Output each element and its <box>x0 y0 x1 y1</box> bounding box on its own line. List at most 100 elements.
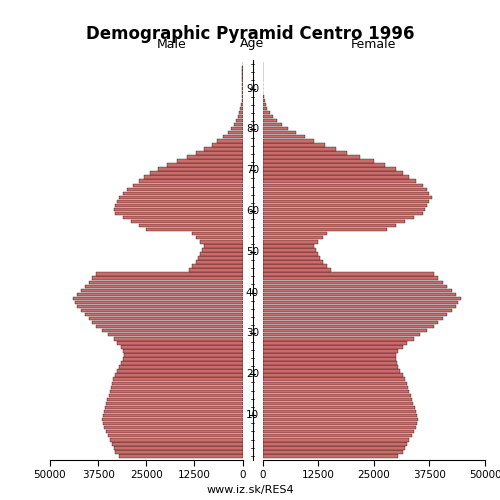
Bar <box>84 284 242 288</box>
Bar <box>262 414 418 418</box>
Text: 10: 10 <box>246 410 259 420</box>
Bar <box>138 224 242 228</box>
Bar <box>113 378 242 381</box>
Bar <box>77 292 242 296</box>
Bar <box>92 321 242 324</box>
Bar <box>262 434 412 438</box>
Bar <box>262 398 412 401</box>
Bar <box>262 232 327 235</box>
Bar <box>177 160 242 162</box>
Bar <box>116 212 242 216</box>
Bar <box>218 139 242 142</box>
Bar <box>262 188 427 191</box>
Bar <box>110 438 242 442</box>
Text: 50: 50 <box>246 247 259 257</box>
Bar <box>200 252 242 256</box>
Bar <box>262 313 447 316</box>
Bar <box>262 224 396 228</box>
Bar <box>262 296 460 300</box>
Bar <box>262 304 456 308</box>
Bar <box>262 300 458 304</box>
Bar <box>84 313 242 316</box>
Bar <box>262 325 434 328</box>
Bar <box>192 264 242 268</box>
Bar <box>262 280 442 284</box>
Bar <box>262 143 325 146</box>
Bar <box>192 232 242 235</box>
Bar <box>262 176 410 179</box>
Bar <box>121 345 242 348</box>
Bar <box>262 216 414 220</box>
Bar <box>262 147 336 150</box>
Bar <box>114 208 242 211</box>
Bar <box>196 236 242 240</box>
Bar <box>118 341 242 344</box>
Bar <box>262 160 374 162</box>
Bar <box>108 398 242 401</box>
Bar <box>198 256 242 260</box>
Bar <box>120 454 242 458</box>
Bar <box>262 288 452 292</box>
Bar <box>262 156 360 158</box>
Text: 20: 20 <box>246 370 259 380</box>
Bar <box>262 111 270 114</box>
Bar <box>262 333 420 336</box>
Bar <box>123 192 242 195</box>
Bar <box>262 362 397 364</box>
Bar <box>262 309 452 312</box>
Bar <box>262 127 288 130</box>
Bar <box>262 418 418 422</box>
Bar <box>212 143 242 146</box>
Bar <box>262 370 400 373</box>
Bar <box>120 366 242 369</box>
Bar <box>262 402 414 405</box>
Bar <box>106 430 242 434</box>
Bar <box>262 442 407 446</box>
Bar <box>262 450 402 454</box>
Bar <box>150 172 242 175</box>
Bar <box>262 358 396 360</box>
Bar <box>88 280 242 284</box>
Bar <box>262 284 447 288</box>
Bar <box>240 111 242 114</box>
Bar <box>262 212 422 216</box>
Bar <box>108 333 242 336</box>
Bar <box>146 228 242 232</box>
Bar <box>158 168 242 171</box>
Bar <box>196 151 242 154</box>
Bar <box>108 434 242 438</box>
Bar <box>262 349 398 352</box>
Bar <box>262 386 408 389</box>
Bar <box>138 180 242 183</box>
Bar <box>262 168 396 171</box>
Bar <box>262 260 322 264</box>
Bar <box>262 244 314 248</box>
Bar <box>262 454 398 458</box>
Bar <box>118 370 242 373</box>
Bar <box>168 164 242 167</box>
Bar <box>262 98 264 102</box>
Bar <box>262 337 414 340</box>
Bar <box>116 204 242 207</box>
Bar <box>77 304 242 308</box>
Bar <box>262 410 416 413</box>
Bar <box>262 123 282 126</box>
Bar <box>262 180 416 183</box>
Bar <box>262 272 434 276</box>
Bar <box>262 208 425 211</box>
Bar <box>112 442 242 446</box>
Bar <box>102 414 242 418</box>
Bar <box>262 276 438 280</box>
Bar <box>123 358 242 360</box>
Bar <box>262 94 264 98</box>
Bar <box>262 172 402 175</box>
Bar <box>102 329 242 332</box>
Text: 70: 70 <box>246 165 259 175</box>
Bar <box>262 139 314 142</box>
Bar <box>223 135 242 138</box>
Bar <box>112 382 242 385</box>
Bar <box>262 422 417 426</box>
Bar <box>81 309 242 312</box>
Bar <box>262 438 410 442</box>
Bar <box>104 410 242 413</box>
